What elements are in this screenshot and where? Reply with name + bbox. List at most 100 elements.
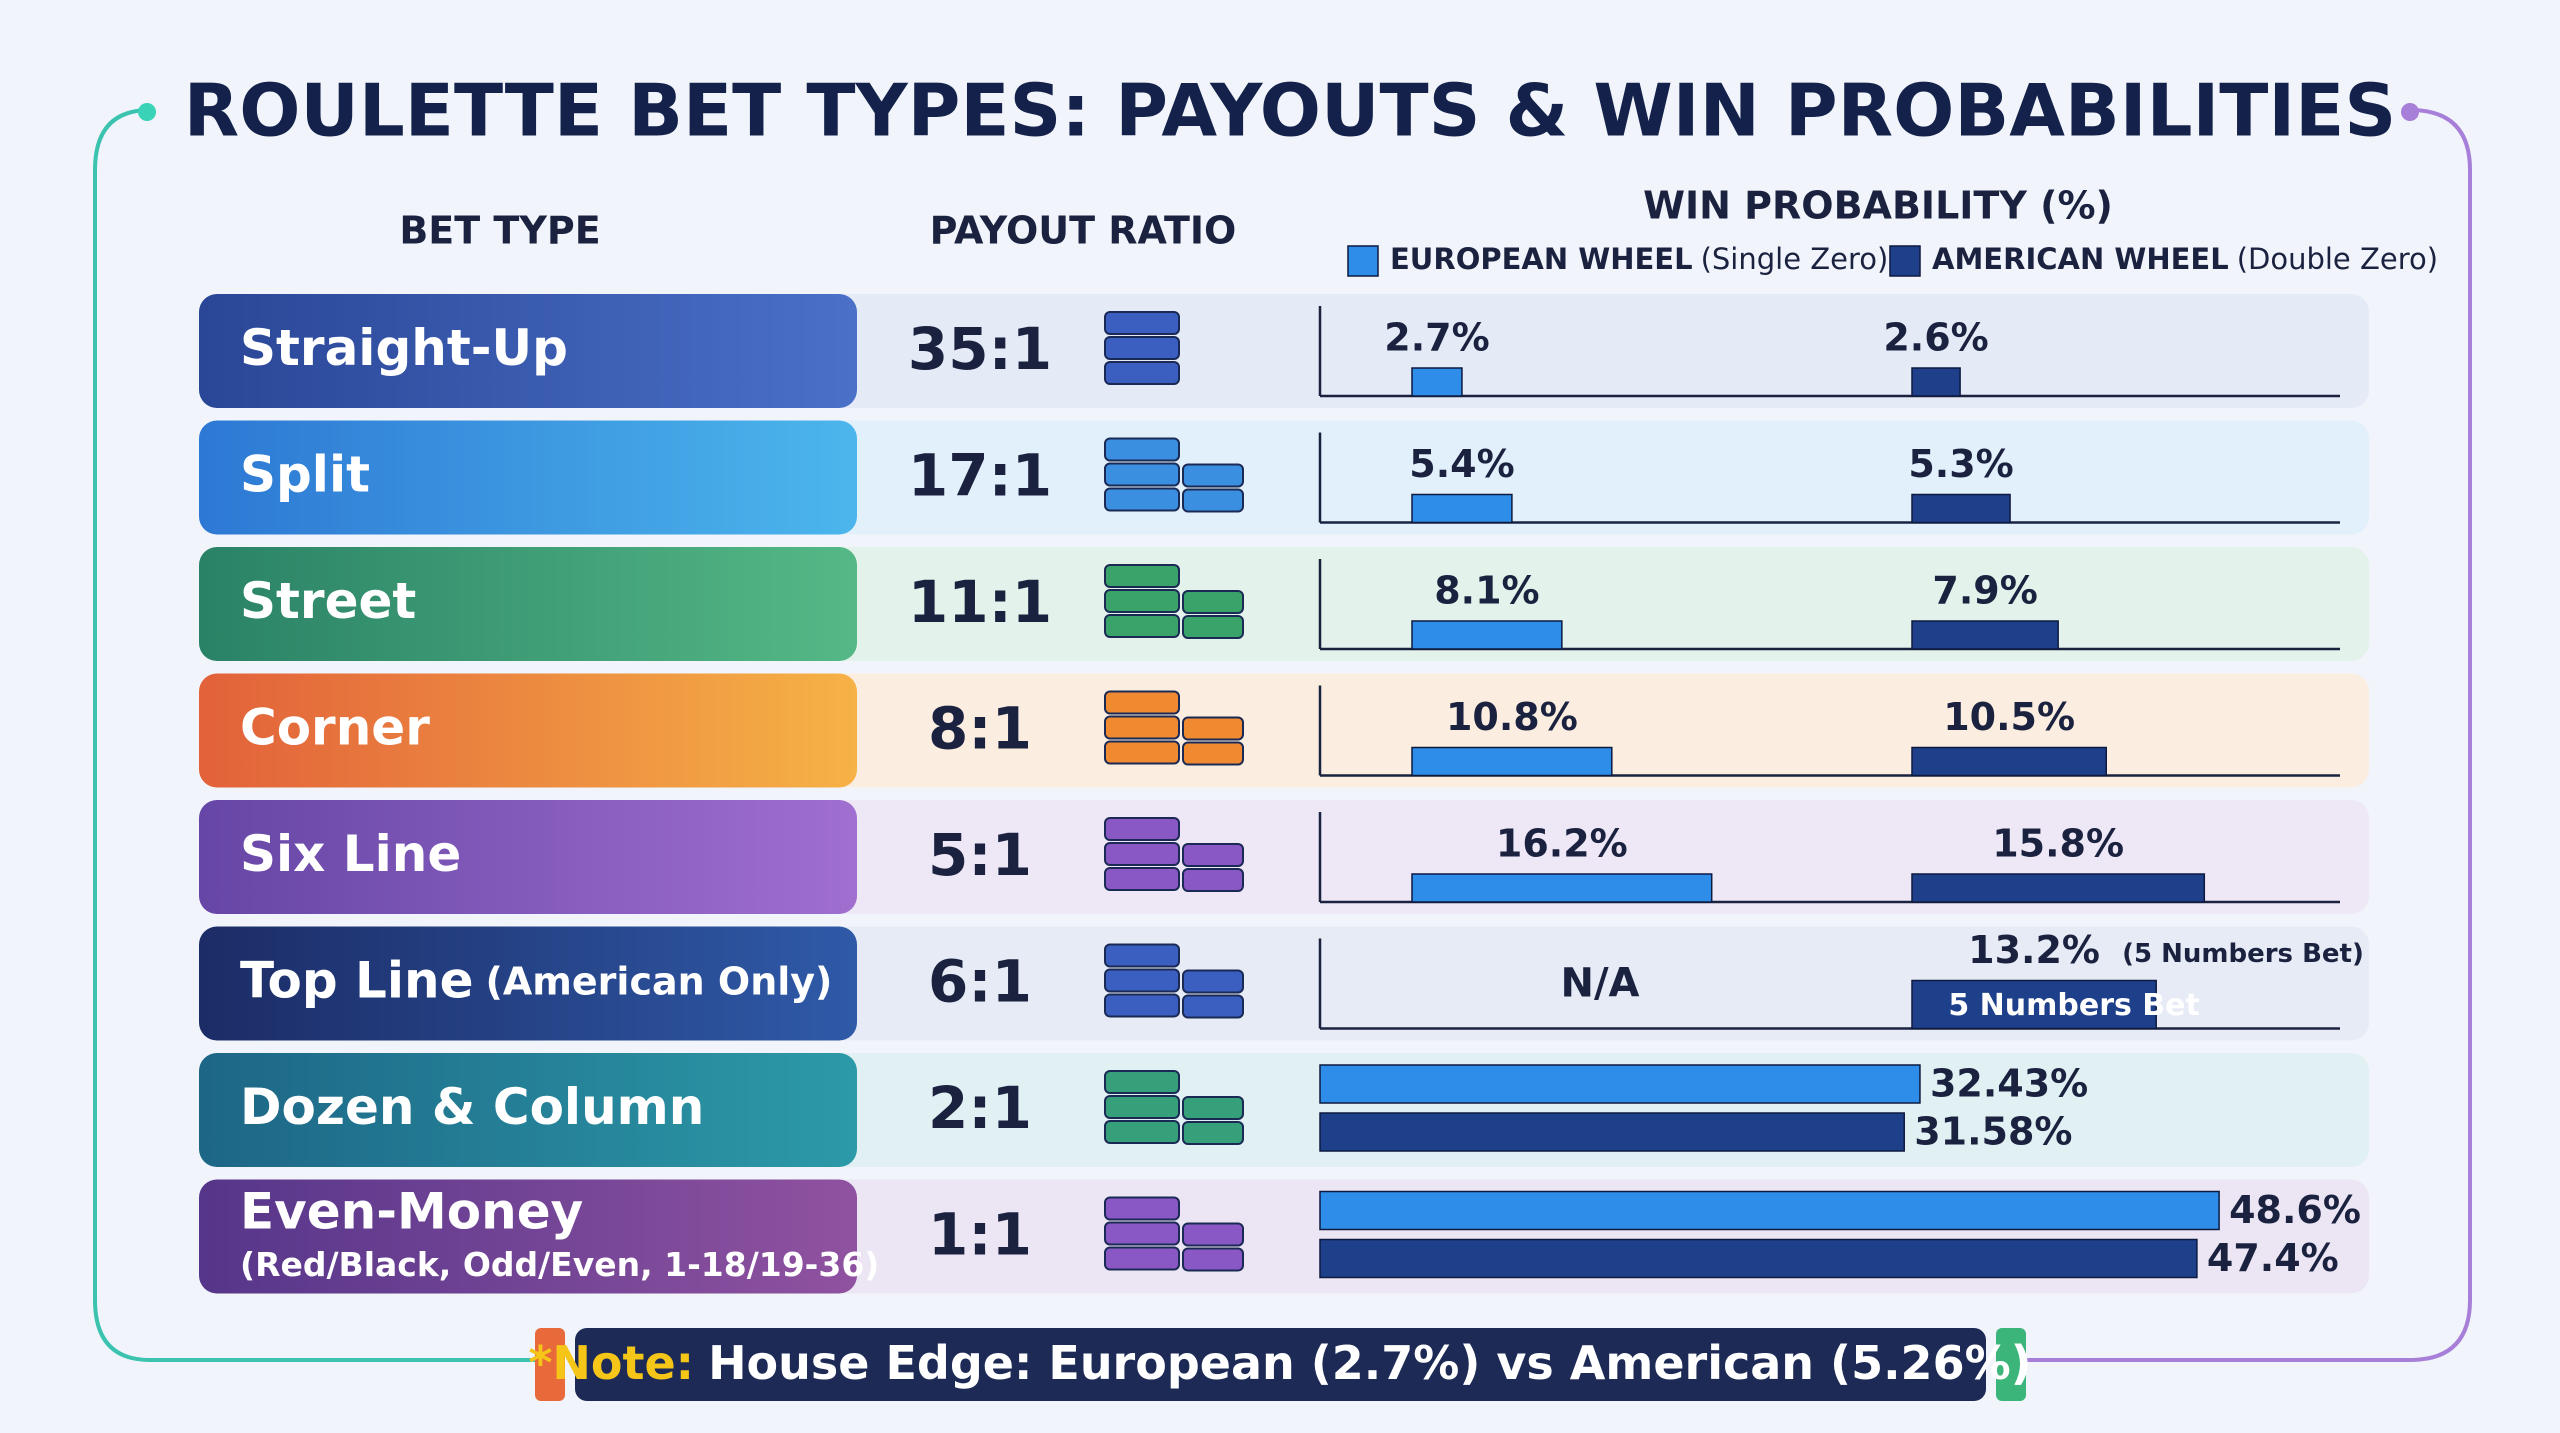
value-label: 48.6% [2229, 1188, 2361, 1232]
probability-bar [1319, 1190, 2220, 1231]
legend-swatch [1347, 245, 1379, 277]
legend-swatch [1889, 245, 1921, 277]
bet-panel [199, 547, 857, 661]
payout: 11:1 [908, 568, 1052, 636]
payout: 8:1 [928, 695, 1032, 763]
legend-label: AMERICAN WHEEL [1932, 242, 2229, 276]
chip-icon [1104, 817, 1180, 841]
probability-bar [1911, 493, 2011, 524]
note-accent [1996, 1328, 2026, 1401]
legend-text: AMERICAN WHEEL (Double Zero) [1932, 242, 2438, 276]
chip-icon [1182, 1121, 1244, 1145]
probability-bar [1411, 873, 1713, 903]
probability-bar [1911, 620, 2059, 650]
value-note: (5 Numbers Bet) [2122, 939, 2364, 969]
bet-panel [199, 673, 857, 788]
chip-icon [1104, 614, 1180, 638]
chip-icon [1104, 437, 1180, 462]
value-label: 8.1% [1434, 569, 1539, 613]
frame-right [2020, 108, 2472, 1362]
note-text: House Edge: European (2.7%) vs American … [708, 1336, 2032, 1390]
legend-label: EUROPEAN WHEEL [1390, 242, 1693, 276]
chip-icon [1104, 564, 1180, 588]
probability-bar [1411, 367, 1463, 397]
payout: 17:1 [908, 442, 1052, 510]
chip-icon [1182, 1096, 1244, 1120]
probability-bar [1911, 873, 2206, 903]
value-label: 2.6% [1883, 316, 1988, 360]
value-label: 31.58% [1914, 1110, 2072, 1154]
bet-name: Split [240, 445, 370, 503]
payout: 5:1 [928, 821, 1032, 889]
bet-name: Street [240, 572, 416, 630]
value-label: 7.9% [1932, 569, 2037, 613]
value-label: 15.8% [1992, 822, 2124, 866]
chip-icon [1104, 968, 1180, 993]
value-label: N/A [1560, 961, 1639, 1007]
bet-panel [199, 926, 857, 1041]
value-label: 5.4% [1409, 442, 1514, 486]
chip-icon [1182, 969, 1244, 994]
chip-icon [1182, 615, 1244, 639]
frame-dot [138, 103, 156, 121]
bet-name: Top Line (American Only) [240, 951, 832, 1009]
chip-icon [1104, 690, 1180, 715]
chip-icon [1104, 740, 1180, 765]
probability-bar [1319, 1064, 1921, 1104]
probability-bar [1411, 493, 1513, 524]
chip-icon [1104, 311, 1180, 335]
chip-icon [1104, 462, 1180, 487]
header-bet-type: BET TYPE [399, 209, 600, 253]
probability-bar [1411, 620, 1563, 650]
bet-panel [199, 800, 857, 914]
bet-name-text: Street [240, 572, 416, 630]
probability-bar [1911, 979, 2157, 1030]
chip-icon [1104, 1196, 1180, 1221]
header-probability: WIN PROBABILITY (%) [1643, 184, 2113, 228]
bet-name-text: Straight-Up [240, 319, 568, 377]
chip-icon [1182, 1247, 1244, 1272]
chip-icon [1104, 1246, 1180, 1271]
chip-icon [1182, 994, 1244, 1019]
chip-icon [1104, 589, 1180, 613]
bet-panel [199, 420, 857, 535]
payout: 35:1 [908, 315, 1052, 383]
chip-icon [1104, 842, 1180, 866]
chip-icon [1182, 463, 1244, 488]
chip-icon [1104, 336, 1180, 360]
bar-text: 5 Numbers Bet [1948, 988, 2200, 1023]
probability-bar [1319, 1238, 2198, 1279]
chip-icon [1182, 590, 1244, 614]
bet-name: Dozen & Column [240, 1078, 704, 1136]
chip-icon [1104, 993, 1180, 1018]
note: *Note: House Edge: European (2.7%) vs Ame… [528, 1336, 2031, 1390]
bet-name: Straight-Up [240, 319, 568, 377]
legend-note: (Double Zero) [2237, 242, 2438, 276]
title: ROULETTE BET TYPES: PAYOUTS & WIN PROBAB… [184, 69, 2396, 153]
header-payout: PAYOUT RATIO [930, 209, 1237, 253]
bet-subtitle: (Red/Black, Odd/Even, 1-18/19-36) [240, 1245, 879, 1284]
chip-icon [1104, 1120, 1180, 1144]
value-label: 32.43% [1930, 1062, 2088, 1106]
bet-name-note: (American Only) [486, 959, 833, 1003]
chip-icon [1182, 488, 1244, 513]
chip-icon [1104, 867, 1180, 891]
value-label: 10.5% [1943, 695, 2075, 739]
legend-note: (Single Zero) [1701, 242, 1889, 276]
value-label: 13.2% [1968, 928, 2100, 972]
bet-name-text: Dozen & Column [240, 1078, 704, 1136]
chip-icon [1104, 1221, 1180, 1246]
chip-icon [1104, 1070, 1180, 1094]
bet-panel [199, 1053, 857, 1167]
probability-bar [1411, 746, 1613, 777]
probability-bar [1911, 367, 1961, 397]
value-label: 5.3% [1908, 442, 2013, 486]
bet-name: Even-Money [240, 1182, 583, 1240]
chip-icon [1104, 943, 1180, 968]
chip-icon [1104, 361, 1180, 385]
chip-icon [1104, 1095, 1180, 1119]
chip-icon [1104, 487, 1180, 512]
value-label: 47.4% [2207, 1236, 2339, 1280]
